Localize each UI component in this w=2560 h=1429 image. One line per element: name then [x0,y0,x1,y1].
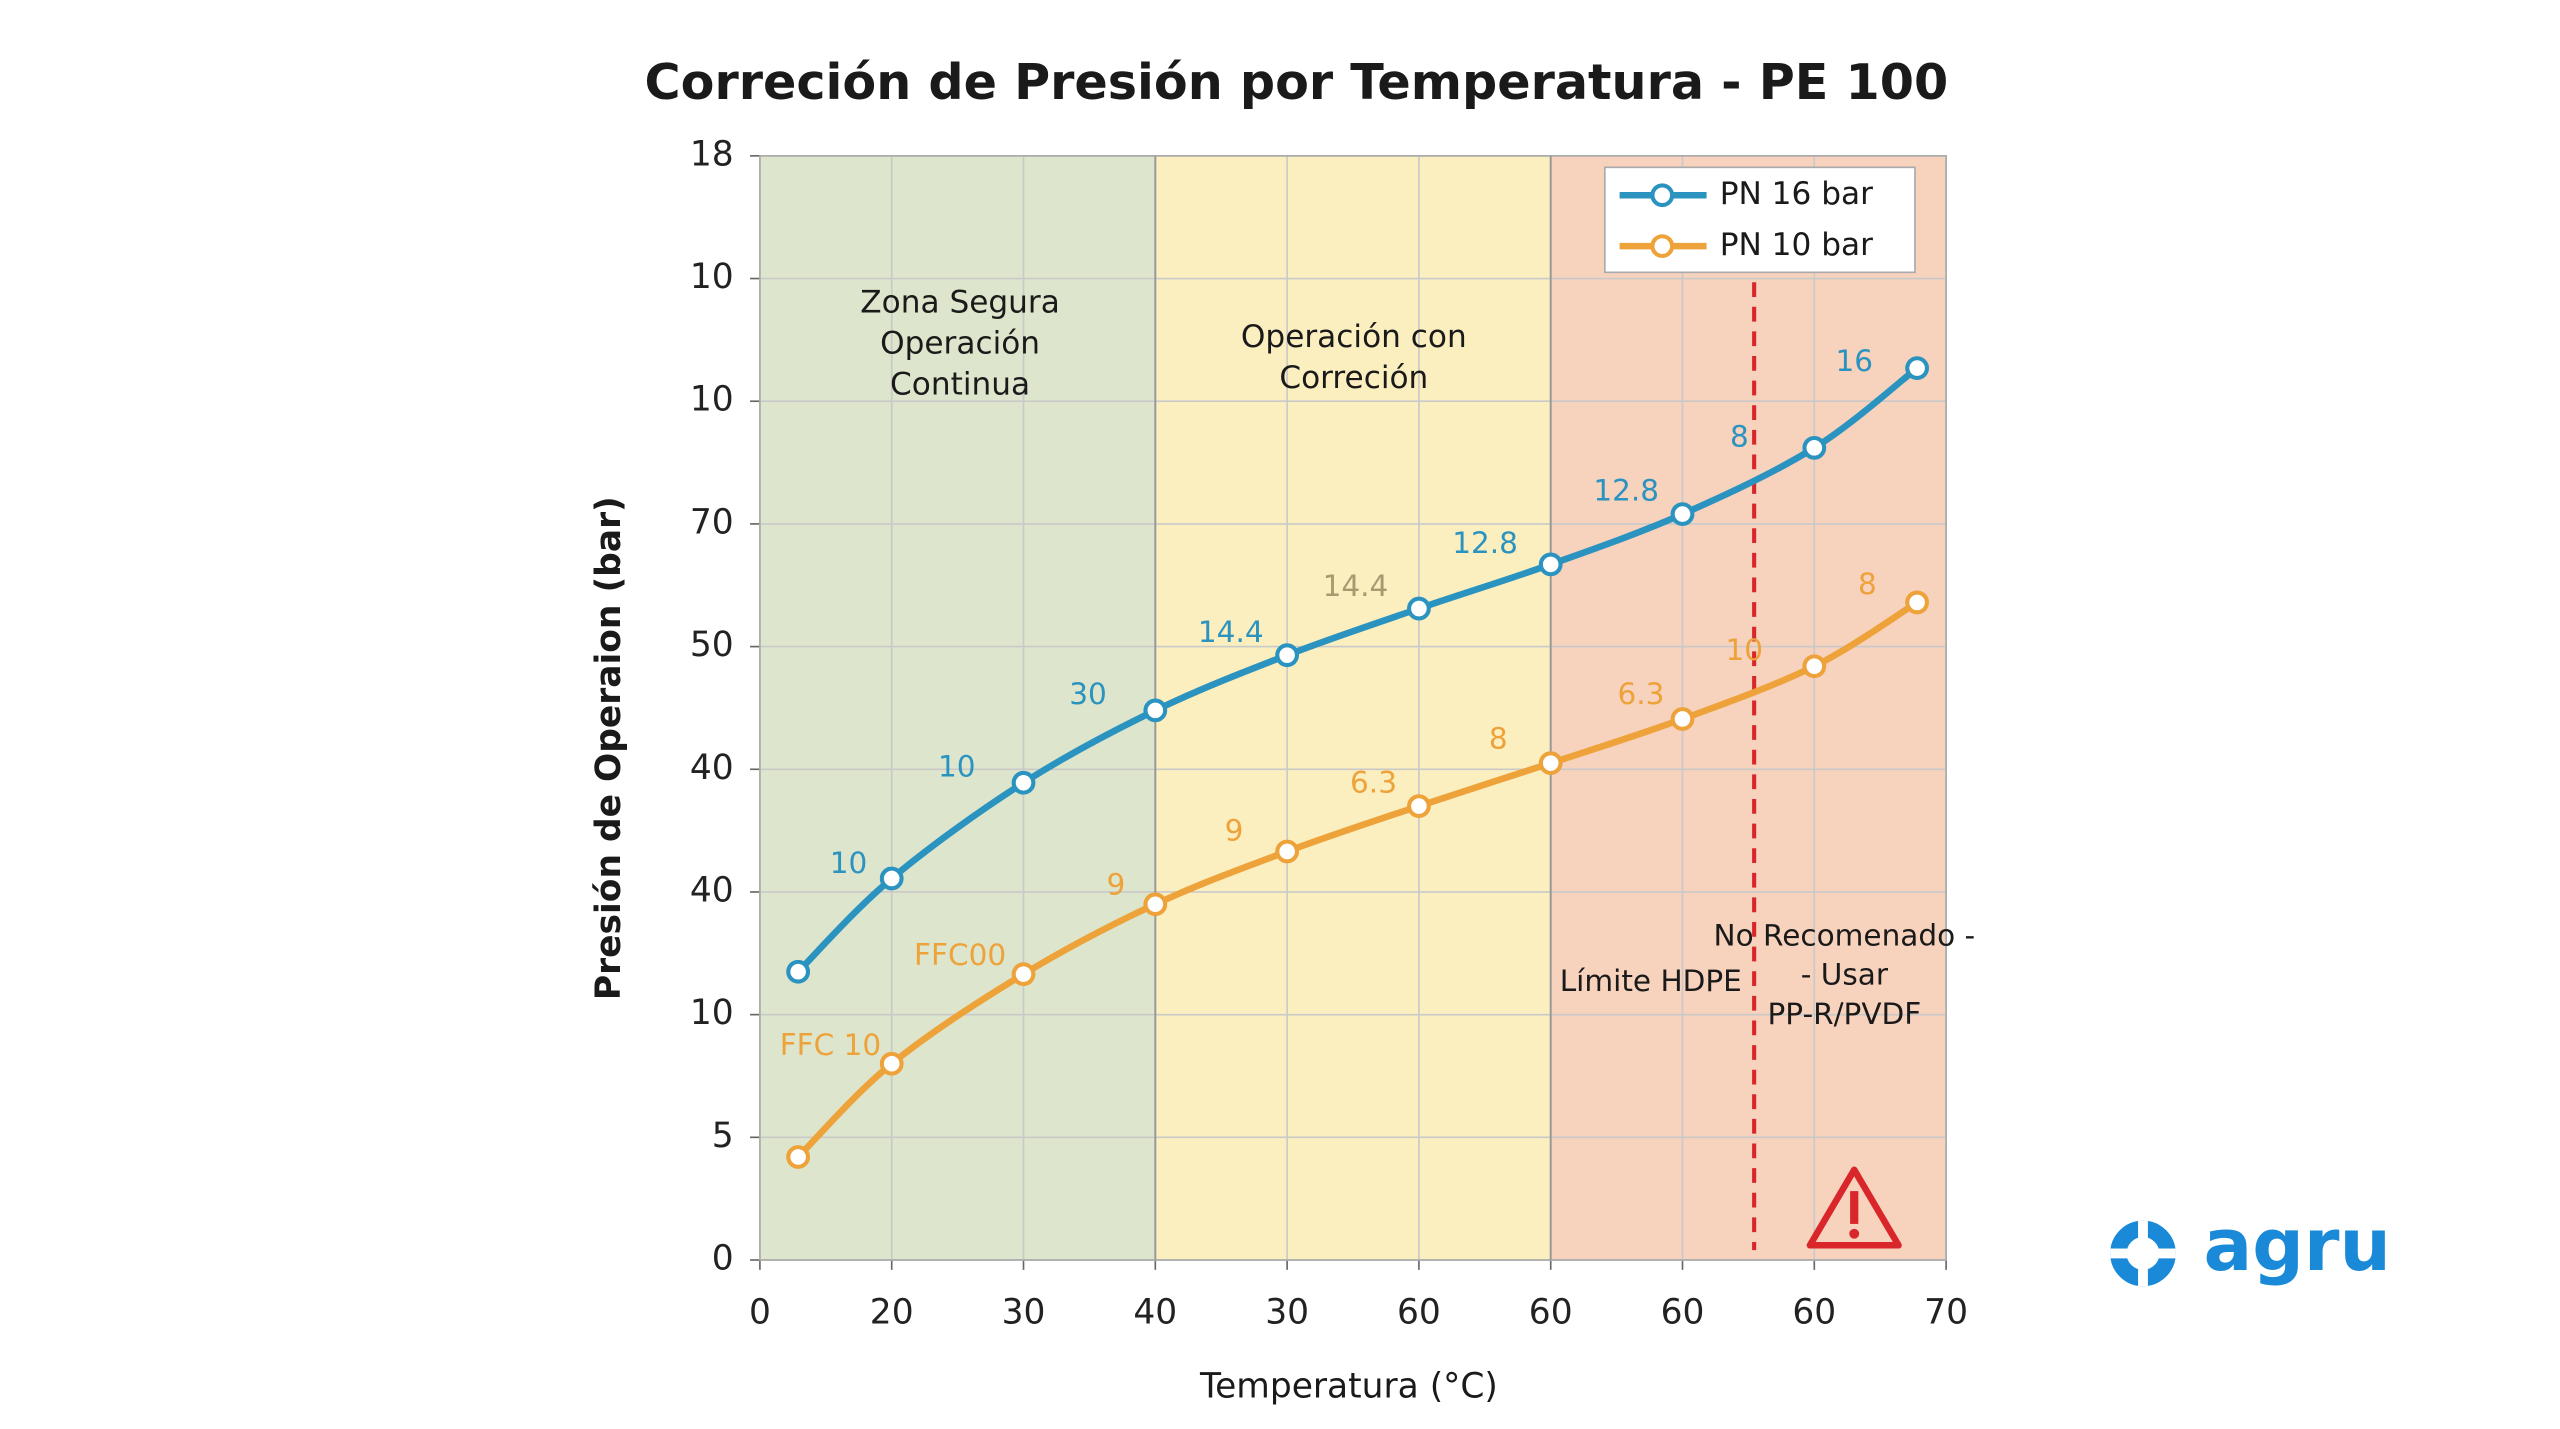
data-point [1275,643,1300,668]
y-tick-label: 18 [690,134,734,174]
y-tick-label: 5 [712,1116,734,1156]
x-tick-label: 70 [1924,1293,1968,1333]
zone-label: Zona Segura [860,285,1060,321]
data-point [1143,698,1168,723]
point-annotation: 30 [1069,677,1107,711]
zone-background [1550,155,1947,1261]
y-tick-label: 40 [690,748,734,788]
warning-label: PP-R/PVDF [1768,997,1922,1031]
x-tick-label: 30 [1265,1293,1309,1333]
x-tick-label: 40 [1133,1293,1177,1333]
point-annotation: 10 [938,749,976,783]
data-point [879,866,904,891]
point-annotation: 8 [1730,420,1749,454]
point-annotation: FFC00 [914,938,1006,972]
y-tick-label: 10 [690,257,734,297]
data-point [1407,794,1431,818]
point-annotation: 6.3 [1350,766,1397,800]
x-tick-label: 60 [1661,1293,1705,1333]
y-tick-label: 40 [690,870,734,910]
data-point [1905,356,1930,380]
zone-label: Continua [890,367,1030,403]
chart-title: Correción de Presión por Temperatura - P… [645,53,1949,111]
limit-label: Límite HDPE [1560,964,1742,998]
point-annotation: 10 [830,846,868,880]
data-point [1670,707,1695,731]
x-tick-label: 0 [749,1293,771,1333]
legend-marker [1650,234,1675,258]
y-axis-label: Presión de Operaion (bar) [589,496,629,1000]
logo-text: agru [2204,1204,2391,1288]
data-point [1905,590,1930,615]
point-annotation: 8 [1489,721,1508,755]
x-tick-label: 60 [1397,1293,1441,1333]
y-tick-label: 0 [712,1239,734,1279]
point-annotation: 16 [1835,344,1873,378]
y-tick-label: 10 [690,993,734,1033]
zone-label: Operación con [1241,319,1467,355]
data-point [1538,751,1563,776]
data-point [1011,962,1036,987]
series-line [795,365,1920,975]
data-point [1538,552,1563,577]
plot-border [759,155,1947,1261]
point-annotation: 9 [1225,813,1244,847]
warning-icon [1806,1166,1902,1249]
y-tick-label: 70 [690,502,734,542]
data-point [1802,654,1827,679]
legend-marker [1650,183,1675,208]
legend-label: PN 10 bar [1720,227,1873,263]
warning-icon-bar [1850,1191,1859,1224]
point-annotation: FFC 10 [780,1028,882,1062]
data-point [786,959,811,984]
point-annotation: 12.8 [1452,526,1518,560]
point-annotation: 8 [1858,567,1877,601]
data-point [1143,892,1168,917]
series-line [795,599,1919,1160]
warning-label: No Recomenado - [1714,918,1976,952]
data-point [1011,770,1036,795]
point-annotation: 12.8 [1593,474,1659,508]
y-tick-label: 10 [690,380,734,420]
point-annotation: 14.4 [1198,615,1264,649]
legend-label: PN 16 bar [1720,176,1873,212]
logo-cross [2138,1220,2148,1287]
y-tick-label: 50 [690,625,734,665]
point-annotation: 6.3 [1617,677,1664,711]
zone-label: Correción [1279,360,1428,396]
data-point [1802,435,1827,460]
zone-background [1155,155,1551,1261]
x-tick-label: 20 [870,1293,914,1333]
data-point [879,1051,904,1076]
point-annotation: 14.4 [1323,569,1389,603]
x-tick-label: 60 [1529,1293,1573,1333]
x-tick-label: 30 [1002,1293,1046,1333]
point-annotation: 10 [1726,633,1764,667]
warning-label: - Usar [1801,958,1889,992]
data-point [1275,839,1300,864]
data-point [1670,502,1695,526]
x-tick-label: 60 [1792,1293,1836,1333]
x-axis-label: Temperatura (°C) [1199,1366,1498,1406]
data-point [1407,596,1431,621]
zone-background [759,155,1156,1261]
warning-icon-dot [1849,1228,1860,1239]
zone-label: Operación [880,326,1040,362]
data-point [786,1145,811,1169]
point-annotation: 9 [1107,867,1126,901]
